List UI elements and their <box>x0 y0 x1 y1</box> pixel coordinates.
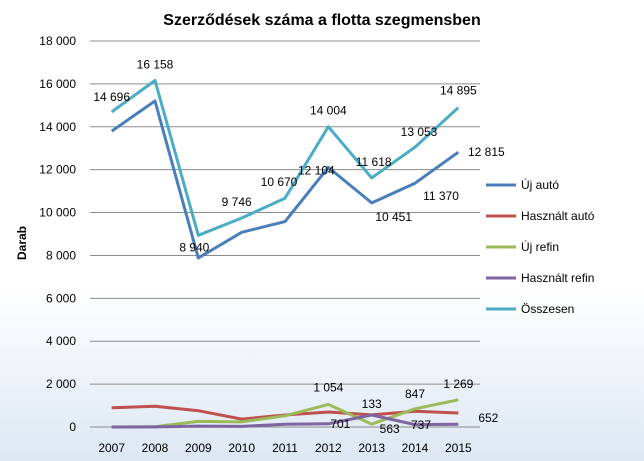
x-tick-label: 2007 <box>98 441 125 455</box>
data-label: 12 815 <box>468 145 505 159</box>
data-label: 13 053 <box>401 125 438 139</box>
data-label: 847 <box>405 387 425 401</box>
data-label: 563 <box>380 422 400 436</box>
legend-label-hasznalt-auto: Használt autó <box>521 209 595 223</box>
y-tick-label: 2 000 <box>46 377 76 391</box>
x-tick-label: 2009 <box>185 441 212 455</box>
x-tick-label: 2013 <box>358 441 385 455</box>
x-tick-label: 2012 <box>315 441 342 455</box>
data-label: 10 451 <box>375 210 412 224</box>
data-label: 12 104 <box>298 163 335 177</box>
data-label: 10 670 <box>261 175 298 189</box>
y-tick-label: 14 000 <box>39 120 76 134</box>
x-tick-label: 2010 <box>228 441 255 455</box>
y-tick-label: 16 000 <box>39 77 76 91</box>
y-axis-label: Darab <box>15 226 29 260</box>
series-line-osszesen <box>110 79 460 237</box>
legend-label-uj-auto: Új autó <box>521 177 559 192</box>
y-tick-label: 12 000 <box>39 163 76 177</box>
y-tick-label: 10 000 <box>39 206 76 220</box>
data-label: 14 895 <box>440 84 477 98</box>
data-label: 1 054 <box>313 380 343 394</box>
data-label: 737 <box>411 418 431 432</box>
data-label: 1 269 <box>443 377 473 391</box>
data-label: 14 696 <box>93 90 130 104</box>
data-label: 9 746 <box>222 195 252 209</box>
data-labels: 14 696 16 158 8 940 9 746 10 670 14 004 11 618… <box>93 58 505 436</box>
data-label: 11 370 <box>423 189 459 203</box>
data-label: 16 158 <box>137 58 174 72</box>
x-tick-label: 2015 <box>445 441 472 455</box>
chart-title: Szerződések száma a flotta szegmensben <box>163 12 480 29</box>
legend-label-osszesen: Összesen <box>521 302 574 316</box>
x-tick-label: 2014 <box>402 441 429 455</box>
y-tick-label: 8 000 <box>46 248 76 262</box>
series-line-uj-refin <box>111 398 459 429</box>
x-tick-label: 2008 <box>142 441 169 455</box>
y-tick-label: 0 <box>69 420 76 434</box>
data-label: 701 <box>330 417 350 431</box>
data-label: 11 618 <box>356 155 392 169</box>
y-tick-label: 18 000 <box>39 34 76 48</box>
data-label: 133 <box>362 397 382 411</box>
x-axis-ticks: 2007 2008 2009 2010 2011 2012 2013 2014 2015 <box>98 441 472 455</box>
legend-label-uj-refin: Új refin <box>521 239 559 254</box>
series-line-hasznalt-refin <box>111 413 459 429</box>
data-label: 14 004 <box>310 104 347 118</box>
y-tick-label: 6 000 <box>46 291 76 305</box>
x-tick-label: 2011 <box>272 441 298 455</box>
legend-label-hasznalt-refin: Használt refin <box>521 271 594 285</box>
grid-lines <box>90 40 480 428</box>
series-lines <box>110 79 460 429</box>
y-tick-label: 4 000 <box>46 334 76 348</box>
data-label: 652 <box>478 411 498 425</box>
legend: Új autó Használt autó Új refin Használt ref… <box>486 177 595 316</box>
series-line-uj-auto <box>110 99 460 260</box>
y-axis-ticks: 0 2 000 4 000 6 000 8 000 10 000 12 000 14 000 1… <box>39 34 76 434</box>
data-label: 8 940 <box>179 240 209 254</box>
